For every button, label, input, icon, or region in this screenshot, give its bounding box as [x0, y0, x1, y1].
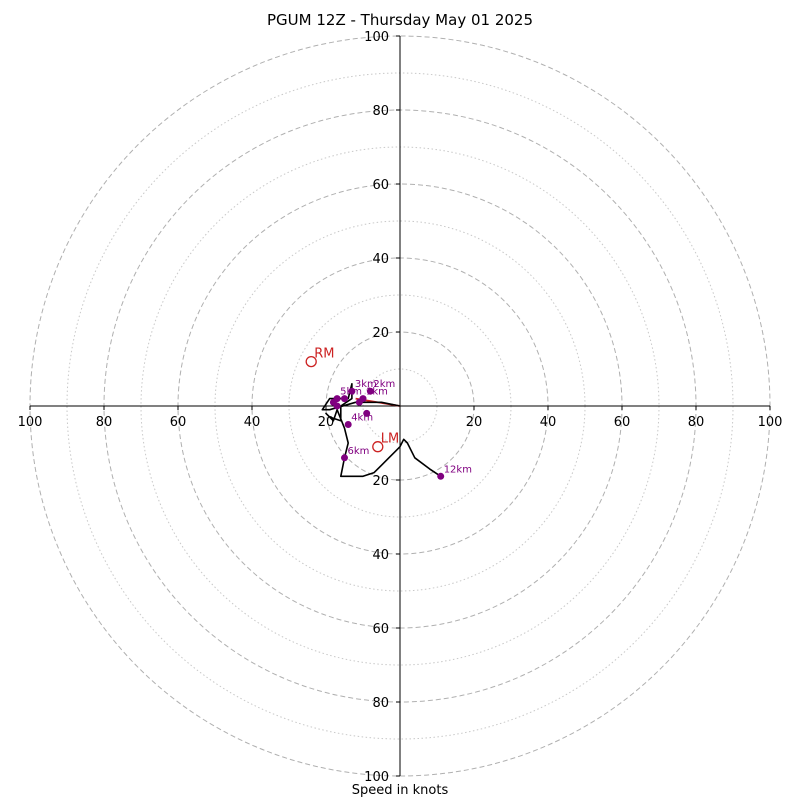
height-marker-label: 2km — [373, 379, 395, 390]
x-tick-label: 80 — [96, 415, 113, 430]
height-marker-label: 1km — [366, 387, 388, 398]
height-marker-point — [341, 454, 348, 462]
height-marker-point — [363, 409, 371, 417]
y-tick-label: 60 — [372, 178, 389, 193]
chart-title: PGUM 12Z - Thursday May 01 2025 — [267, 11, 533, 29]
height-marker-point — [329, 398, 337, 406]
height-marker-label: 6km — [348, 446, 370, 457]
height-marker-point — [344, 421, 352, 428]
y-tick-label: 80 — [372, 104, 389, 119]
storm-motion-point — [305, 355, 317, 368]
height-marker-point — [348, 387, 356, 395]
x-tick-label: 40 — [244, 415, 261, 430]
x-tick-label: 60 — [614, 415, 631, 430]
y-tick-label: 40 — [372, 252, 389, 267]
x-axis-label: Speed in knots — [351, 783, 449, 798]
storm-motion-label: LM — [381, 432, 399, 447]
height-marker-point — [366, 387, 374, 395]
storm-motion-markers: RM LM — [305, 347, 399, 453]
height-marker-point — [437, 472, 445, 480]
y-tick-label: 20 — [372, 326, 389, 341]
x-tick-label: 20 — [466, 415, 483, 430]
tick-labels: 100 80 60 40 20 20 40 60 80 100 100 80 60 40 20 20 40 60 8… — [18, 30, 783, 785]
hodograph-line — [321, 382, 442, 478]
y-tick-label: 40 — [372, 548, 389, 563]
y-tick-label: 20 — [372, 474, 389, 489]
y-tick-label: 100 — [364, 770, 389, 785]
height-marker-label: 12km — [444, 464, 472, 475]
y-tick-label: 60 — [372, 622, 389, 637]
x-tick-label: 80 — [688, 415, 705, 430]
x-tick-label: 60 — [170, 415, 187, 430]
x-tick-label: 40 — [540, 415, 557, 430]
y-tick-label: 100 — [364, 30, 389, 45]
storm-motion-point — [372, 441, 384, 453]
storm-motion-label: RM — [314, 347, 334, 362]
height-marker-point — [341, 395, 348, 403]
height-marker-label: 5km — [340, 387, 362, 398]
y-tick-label: 80 — [372, 696, 389, 711]
x-tick-label: 100 — [18, 415, 43, 430]
height-marker-label: 4km — [351, 413, 373, 424]
x-tick-label: 20 — [318, 415, 335, 430]
x-tick-label: 100 — [758, 415, 783, 430]
height-marker-point — [359, 395, 367, 403]
height-marker-label: 3km — [355, 379, 377, 390]
